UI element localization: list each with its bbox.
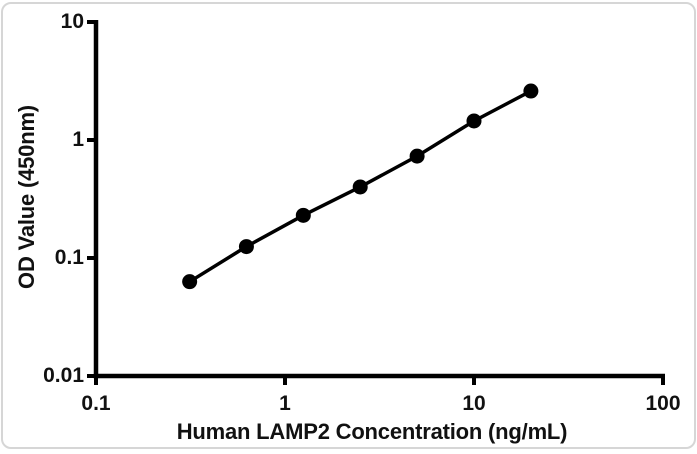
y-axis-tick-label: 1 bbox=[72, 128, 84, 151]
y-axis-tick-label: 0.1 bbox=[54, 246, 84, 269]
data-point bbox=[352, 179, 368, 195]
data-point bbox=[409, 148, 425, 164]
x-axis-title: Human LAMP2 Concentration (ng/mL) bbox=[176, 419, 568, 444]
x-axis-tick-label: 1 bbox=[279, 392, 291, 415]
y-axis-tick-label: 0.01 bbox=[43, 364, 84, 387]
data-point bbox=[182, 274, 198, 290]
x-axis-tick-label: 100 bbox=[645, 392, 681, 415]
y-axis-tick-label: 10 bbox=[60, 10, 84, 33]
y-axis-title: OD Value (450nm) bbox=[14, 105, 39, 289]
data-point bbox=[295, 207, 311, 223]
x-axis-tick-label: 10 bbox=[462, 392, 486, 415]
x-axis-tick-label: 0.1 bbox=[81, 392, 111, 415]
data-point bbox=[238, 239, 254, 255]
data-point bbox=[466, 113, 482, 129]
data-point bbox=[523, 83, 539, 99]
